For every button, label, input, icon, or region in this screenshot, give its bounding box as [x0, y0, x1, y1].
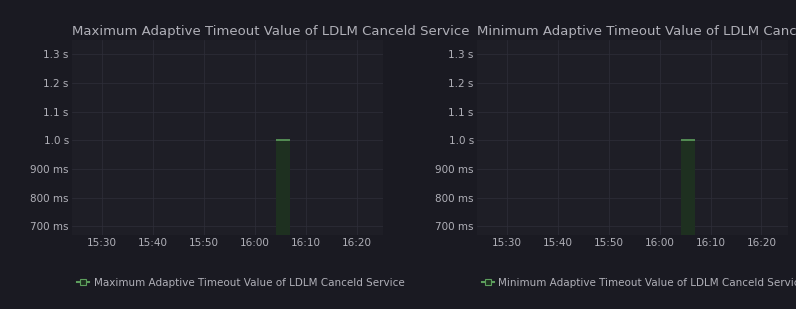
- Legend: Minimum Adaptive Timeout Value of LDLM Canceld Service: Minimum Adaptive Timeout Value of LDLM C…: [482, 278, 796, 288]
- Bar: [276, 140, 290, 235]
- Bar: [681, 140, 695, 235]
- Text: Maximum Adaptive Timeout Value of LDLM Canceld Service: Maximum Adaptive Timeout Value of LDLM C…: [72, 25, 469, 38]
- Text: Minimum Adaptive Timeout Value of LDLM Canceld Service: Minimum Adaptive Timeout Value of LDLM C…: [477, 25, 796, 38]
- Legend: Maximum Adaptive Timeout Value of LDLM Canceld Service: Maximum Adaptive Timeout Value of LDLM C…: [77, 278, 404, 288]
